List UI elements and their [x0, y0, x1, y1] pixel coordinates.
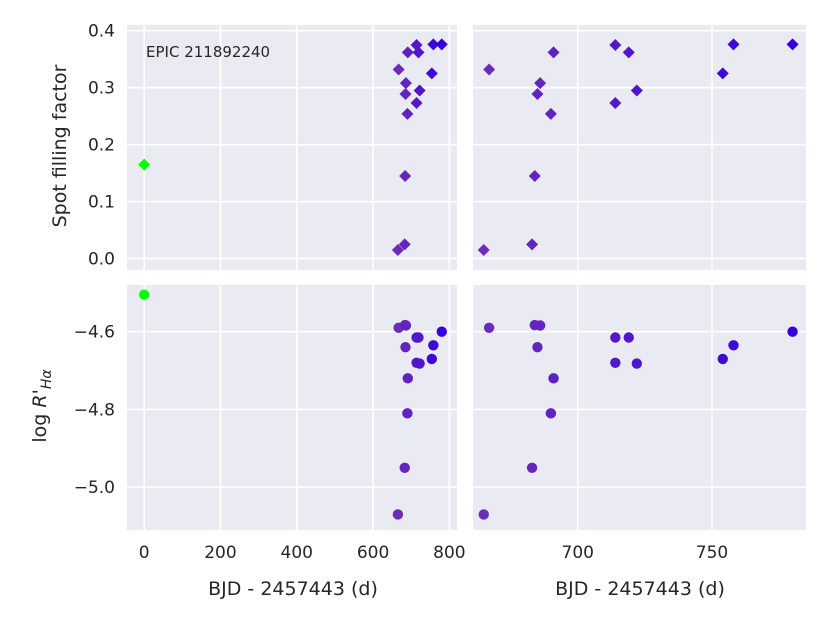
spot-marker [399, 169, 412, 182]
spot-marker [398, 238, 411, 251]
panel-top-left: 0.0 0.1 0.2 0.3 0.4 [88, 22, 457, 270]
rha-marker [400, 320, 412, 331]
rha-marker [138, 289, 150, 300]
rha-marker [532, 342, 543, 353]
x-tick-label: 0 [139, 543, 150, 563]
points-top-right [477, 38, 799, 257]
rha-marker [534, 320, 546, 331]
spot-marker [716, 67, 729, 80]
spot-marker [630, 84, 643, 97]
y-axis-label-top: Spot filling factor [49, 64, 71, 227]
rha-marker [413, 332, 424, 343]
spot-marker [544, 107, 557, 120]
points-bottom-left [138, 289, 447, 520]
rha-marker [483, 322, 495, 333]
y-tick-label: 0.4 [88, 22, 115, 42]
spot-marker [531, 87, 544, 100]
spot-marker [392, 63, 405, 76]
rha-marker [400, 342, 411, 353]
spot-marker [534, 77, 547, 90]
x-axis-label-left: BJD - 2457443 (d) [208, 578, 378, 600]
spot-marker [401, 46, 414, 59]
y-axis-label-bottom: log R'Hα [29, 369, 55, 443]
rha-marker [545, 408, 557, 419]
rha-marker [623, 332, 634, 343]
spot-marker [427, 38, 440, 51]
panel-bottom-right: 700 750 [473, 285, 806, 563]
spot-marker [412, 46, 425, 59]
x-tick-label: 400 [281, 543, 313, 563]
rha-marker [610, 357, 621, 368]
spot-marker [391, 244, 404, 257]
rha-marker [428, 340, 439, 351]
panel-background-top-left [127, 25, 457, 270]
rha-marker [610, 332, 621, 343]
rha-marker [717, 353, 728, 365]
rha-marker [526, 462, 538, 473]
y-tick-label: 0.1 [88, 193, 115, 213]
rha-marker [436, 326, 447, 337]
spot-marker [786, 38, 799, 51]
rha-marker [548, 373, 559, 384]
spot-marker [622, 46, 635, 59]
x-tick-label: 200 [204, 543, 236, 563]
x-tick-label: 700 [562, 543, 594, 563]
rha-marker [787, 326, 798, 337]
rha-marker [399, 462, 410, 473]
rha-marker [414, 358, 425, 369]
spot-marker [401, 107, 414, 120]
y-tick-label: −5.0 [74, 478, 115, 498]
spot-marker [413, 84, 426, 97]
rha-marker [426, 353, 438, 365]
spot-marker [609, 38, 622, 51]
spot-marker [483, 63, 496, 76]
rha-marker [402, 408, 413, 419]
panels-layer: 0.0 0.1 0.2 0.3 0.4 0 200 400 600 800 −5.0 −4.8 −4.6… [74, 22, 806, 563]
spot-marker [399, 77, 412, 90]
x-tick-label: 800 [433, 543, 465, 563]
rha-marker [392, 509, 404, 520]
spot-marker [138, 158, 151, 171]
y-tick-label: 0.0 [88, 250, 115, 270]
spot-marker [435, 38, 448, 51]
panel-top-right [473, 25, 806, 270]
spot-marker [526, 238, 539, 251]
spot-marker [528, 169, 541, 182]
spot-marker [399, 87, 412, 100]
x-tick-label: 600 [357, 543, 389, 563]
spot-marker [410, 97, 423, 110]
rha-marker [631, 358, 643, 369]
spot-marker [727, 38, 740, 51]
spot-marker [477, 244, 490, 257]
y-tick-label: −4.8 [74, 400, 115, 420]
spot-marker [425, 67, 438, 80]
rha-marker [478, 509, 489, 520]
points-top-left [138, 38, 448, 257]
points-bottom-right [478, 319, 798, 520]
rha-marker [728, 340, 739, 351]
target-annotation: EPIC 211892240 [146, 43, 270, 61]
rha-marker [402, 373, 413, 384]
y-tick-label: 0.2 [88, 136, 115, 156]
panel-background-top-right [473, 25, 806, 270]
x-axis-label-right: BJD - 2457443 (d) [555, 578, 725, 600]
panel-background-bottom-right [473, 285, 806, 530]
x-tick-label: 750 [696, 543, 728, 563]
y-tick-label: 0.3 [88, 79, 115, 99]
spot-marker [547, 46, 560, 59]
panel-bottom-left: 0 200 400 600 800 −5.0 −4.8 −4.6 [74, 285, 466, 563]
y-tick-label: −4.6 [74, 323, 115, 343]
spot-marker [609, 97, 622, 110]
